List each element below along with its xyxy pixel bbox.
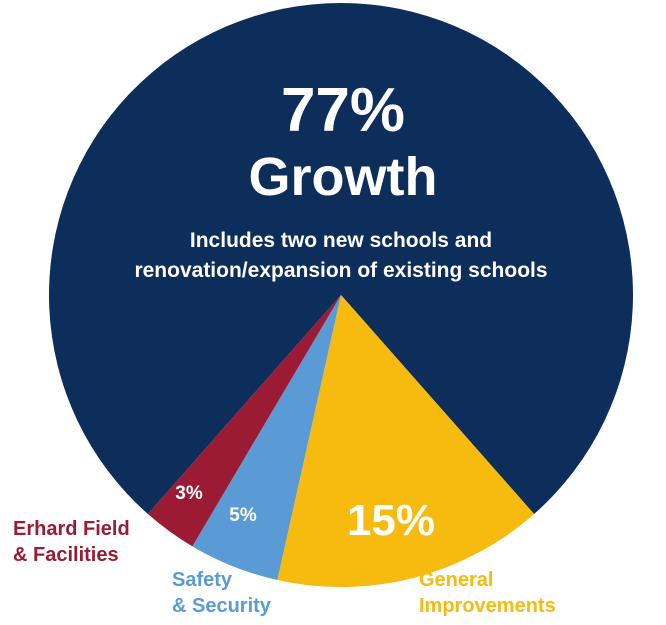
erhard-field-slice bbox=[147, 295, 341, 547]
safety-security-percent-label: 5% bbox=[229, 505, 257, 526]
safety-security-label-line2: & Security bbox=[172, 595, 272, 617]
growth-slice bbox=[48, 2, 633, 515]
erhard-field-label-line1: Erhard Field bbox=[13, 518, 130, 540]
safety-security-slice bbox=[192, 295, 341, 580]
general-improvements-slice bbox=[277, 295, 535, 588]
erhard-field-label-line2: & Facilities bbox=[13, 544, 119, 566]
growth-description-line1: Includes two new schools and bbox=[190, 229, 492, 252]
erhard-field-percent-label: 3% bbox=[175, 483, 203, 504]
general-improvements-label-line1: General bbox=[419, 569, 493, 591]
general-improvements-percent-label: 15% bbox=[347, 496, 435, 545]
safety-security-label-line1: Safety bbox=[172, 569, 233, 591]
pie-slices bbox=[48, 2, 633, 588]
general-improvements-label-line2: Improvements bbox=[419, 595, 556, 617]
growth-description-line2: renovation/expansion of existing schools bbox=[134, 259, 547, 282]
growth-headline: Growth bbox=[249, 147, 438, 207]
growth-percent-label: 77% bbox=[281, 76, 405, 145]
